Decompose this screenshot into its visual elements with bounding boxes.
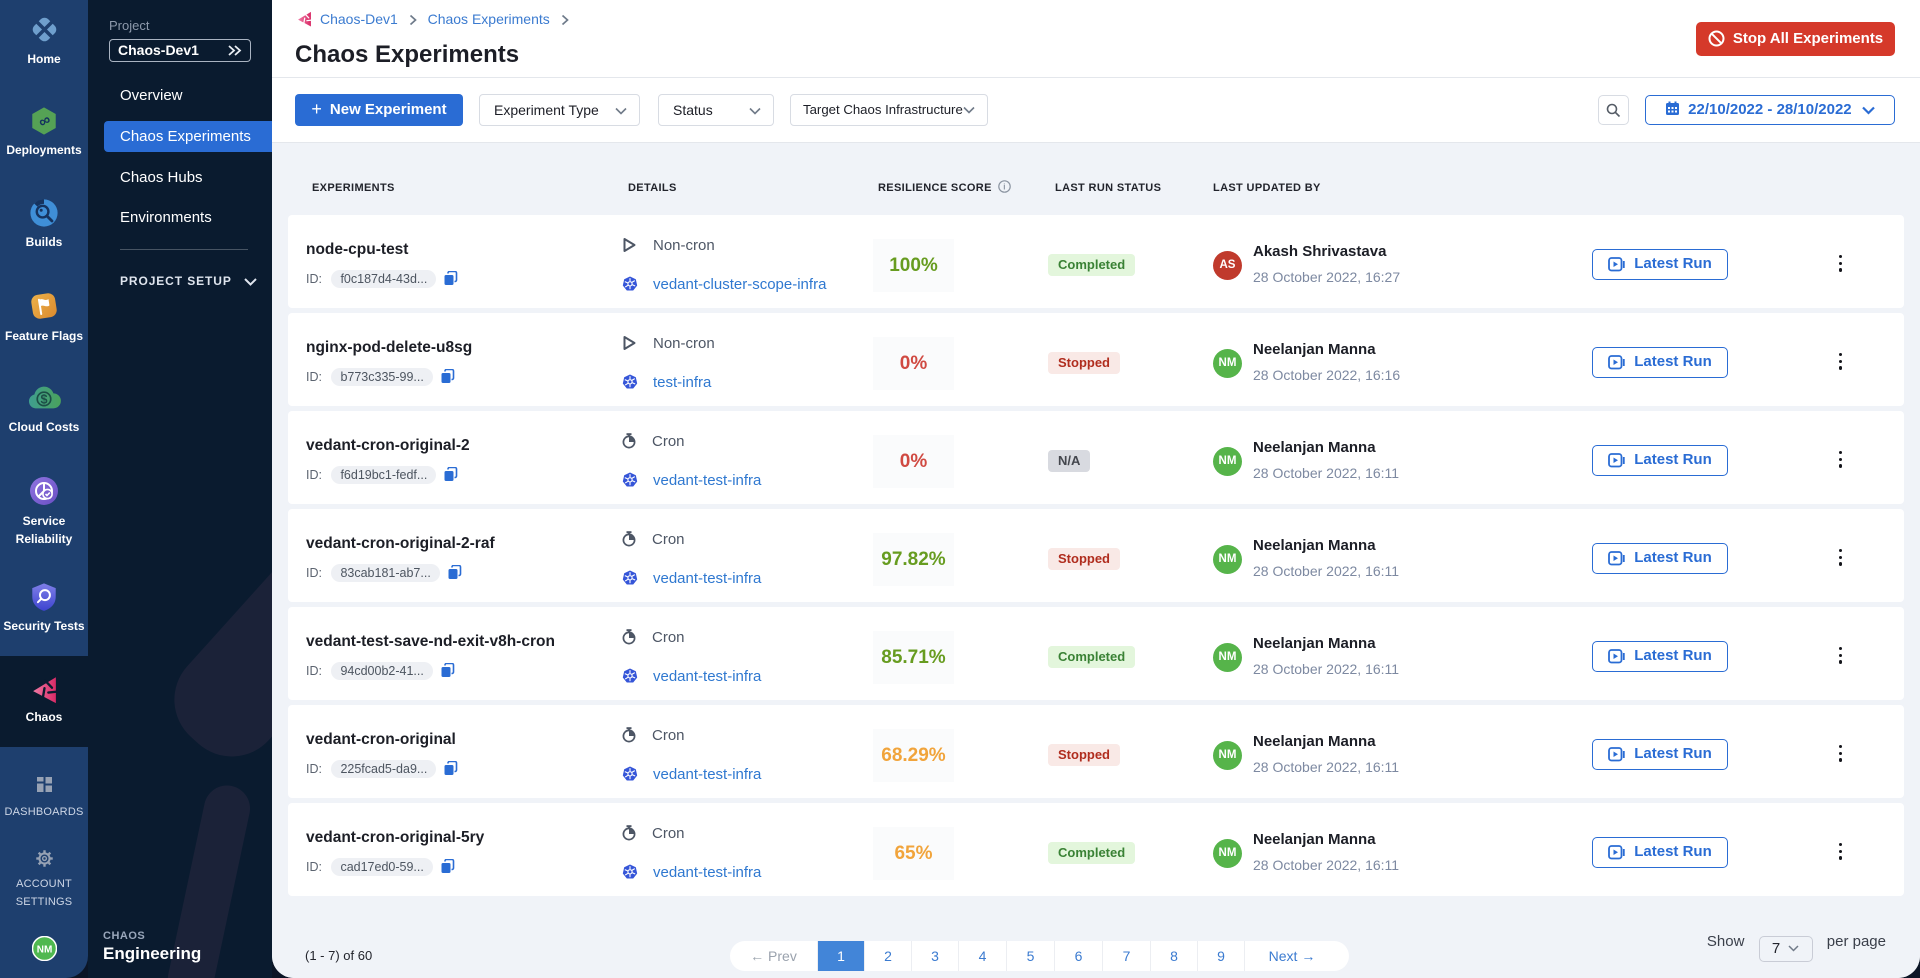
svg-text:i: i — [1003, 183, 1006, 192]
svg-text:$: $ — [40, 393, 47, 407]
svg-text:NM: NM — [36, 945, 52, 956]
